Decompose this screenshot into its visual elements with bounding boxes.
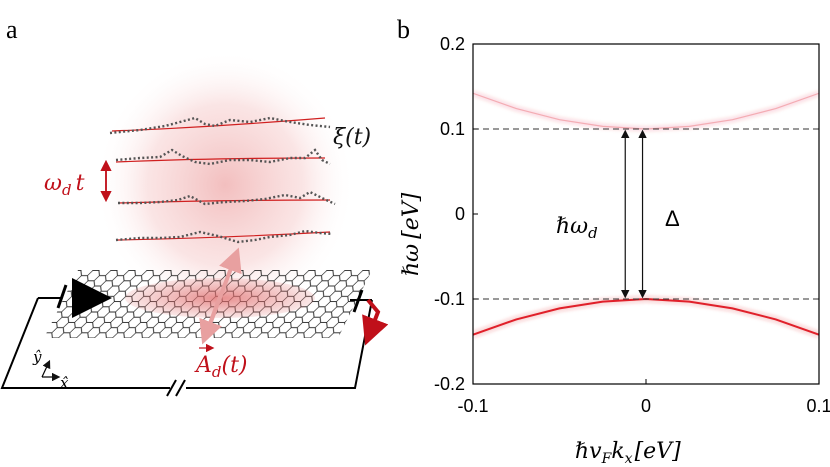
y-axis-title: ℏω[eV] [399, 192, 424, 276]
panel-b-chart: b 0.20.10-0.1-0.2 -0.1 0 0.1 ℏωd Δ ℏvFkx[e… [397, 15, 830, 467]
lower-band-point [731, 307, 734, 309]
delta-label: Δ [665, 206, 680, 231]
lower-band-point [688, 300, 690, 303]
x-tick-label: 0 [641, 396, 651, 416]
lower-band-point [775, 318, 777, 320]
current-out-arrow-icon [362, 298, 389, 346]
contact-left [56, 284, 68, 309]
wave-line-3 [117, 199, 331, 204]
reference-lines [473, 128, 819, 300]
plot-frame [472, 43, 820, 385]
circuit-break-mark [166, 379, 177, 397]
noise-trace-3 [118, 190, 336, 206]
polarization-arrow-down-icon [199, 293, 223, 345]
wave-line-1 [111, 117, 326, 132]
xi-label: ξ(t) [333, 125, 371, 150]
contact-right [352, 289, 364, 313]
y-tick-label: -0.1 [434, 289, 465, 309]
y-tick-label: 0.2 [440, 34, 465, 54]
y-tick-label: 0.1 [440, 119, 465, 139]
omega-d-t-label: ωd t [44, 171, 85, 199]
noise-trace-4 [115, 229, 333, 244]
field-label: Ad(t) [194, 353, 248, 381]
x-axis-label: x̂ [60, 374, 69, 392]
series-upper-band [473, 92, 819, 130]
x-axis-title: ℏvFkx[eV] [575, 439, 681, 467]
noise-trace-2 [115, 148, 331, 166]
circuit-break-mark [175, 379, 186, 397]
y-axis-label: ŷ [32, 348, 42, 366]
y-tick-label: 0 [455, 204, 465, 224]
coordinate-axes: ŷ x̂ [32, 348, 69, 392]
panel-a-schematic: a ωd t ξ(t) [0, 15, 389, 397]
x-tick-label: -0.1 [457, 396, 488, 416]
panel-b-label: b [397, 15, 410, 44]
wave-line-2 [115, 157, 326, 163]
y-tick-label: -0.2 [434, 374, 465, 394]
light-field-halo [95, 50, 355, 320]
y-axis-arrow-icon [41, 359, 51, 378]
noise-trace-1 [109, 116, 331, 135]
x-ticks: -0.1 0 0.1 [457, 379, 830, 416]
lower-band-point [558, 307, 561, 309]
y-ticks: 0.2 0.1 0 -0.1 -0.2 [434, 34, 478, 394]
lower-band-point [602, 300, 604, 303]
lower-band-point [515, 318, 517, 320]
x-tick-label: 0.1 [806, 396, 830, 416]
hbar-omega-d-label: ℏωd [556, 214, 598, 242]
panel-a-label: a [6, 15, 18, 44]
series-lower-band [473, 297, 819, 336]
